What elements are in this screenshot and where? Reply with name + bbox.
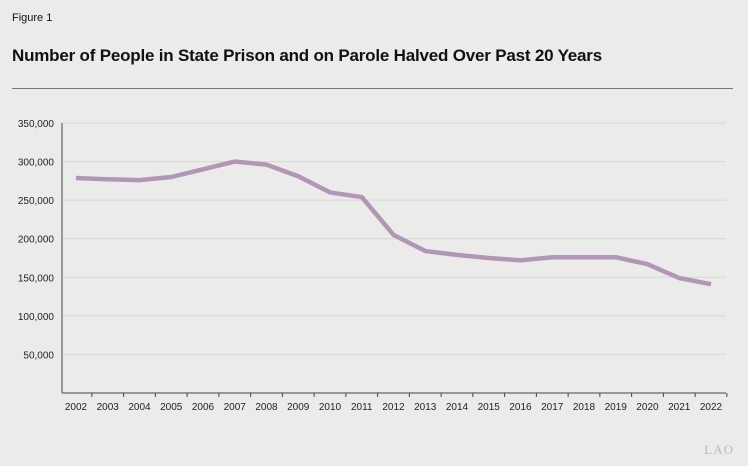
x-tick-label: 2003	[97, 402, 120, 413]
x-tick-label: 2021	[668, 402, 691, 413]
x-tick-label: 2014	[446, 402, 469, 413]
x-tick-label: 2020	[636, 402, 659, 413]
y-tick-label: 250,000	[18, 196, 55, 207]
x-tick-label: 2013	[414, 402, 437, 413]
x-tick-label: 2007	[224, 402, 247, 413]
chart-title: Number of People in State Prison and on …	[12, 46, 602, 65]
x-tick-label: 2004	[128, 402, 151, 413]
x-tick-label: 2006	[192, 402, 215, 413]
x-tick-label: 2010	[319, 402, 342, 413]
x-tick-label: 2005	[160, 402, 183, 413]
x-tick-label: 2019	[605, 402, 628, 413]
x-tick-label: 2022	[700, 402, 723, 413]
y-tick-label: 150,000	[18, 273, 55, 284]
x-tick-label: 2002	[65, 402, 88, 413]
y-tick-label: 100,000	[18, 312, 55, 323]
x-tick-label: 2015	[478, 402, 501, 413]
figure-label: Figure 1	[12, 12, 53, 24]
x-tick-label: 2012	[382, 402, 405, 413]
x-tick-label: 2009	[287, 402, 310, 413]
y-tick-label: 200,000	[18, 235, 55, 246]
title-divider	[12, 88, 733, 89]
x-tick-label: 2018	[573, 402, 596, 413]
y-tick-label: 50,000	[23, 350, 54, 361]
y-tick-label: 350,000	[18, 119, 55, 130]
lao-logo: LAO	[704, 442, 734, 457]
series-line	[75, 159, 712, 287]
x-tick-label: 2017	[541, 402, 564, 413]
x-tick-label: 2011	[351, 402, 373, 413]
x-tick-label: 2008	[255, 402, 278, 413]
y-tick-label: 300,000	[18, 158, 55, 169]
x-tick-label: 2016	[509, 402, 532, 413]
